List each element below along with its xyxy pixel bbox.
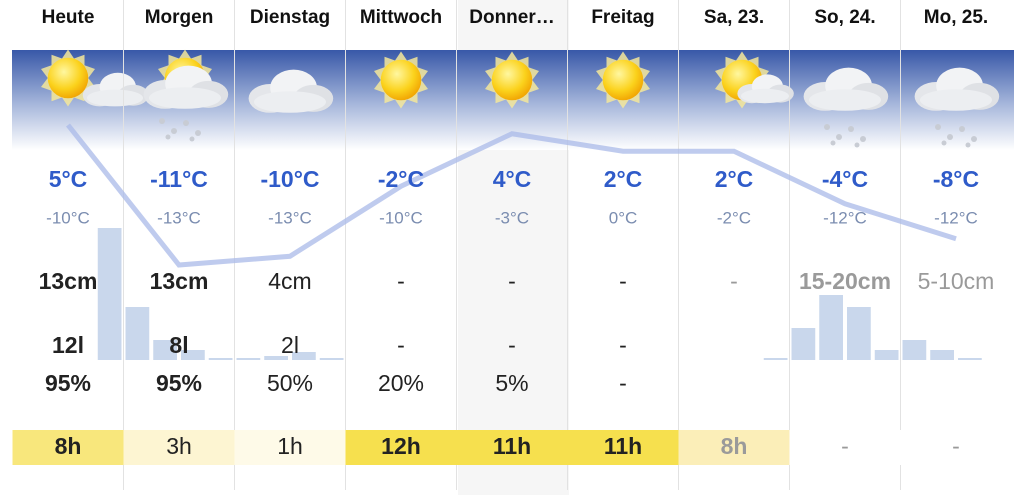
probability-label: 20% xyxy=(378,370,424,396)
max-label: 5°C xyxy=(49,166,88,192)
min-label: -3°C xyxy=(495,208,529,227)
name-label: Mittwoch xyxy=(360,7,442,28)
precip-bar xyxy=(874,350,899,360)
min-label: -13°C xyxy=(157,208,201,227)
sunshine-cell xyxy=(456,430,568,465)
max-label: 2°C xyxy=(715,166,754,192)
precip-bar xyxy=(153,340,177,360)
precip-label: - xyxy=(397,332,405,358)
precip-bar xyxy=(181,350,205,360)
probability-label: 95% xyxy=(45,370,91,396)
snow-label: 13cm xyxy=(150,268,209,294)
min-label: -10°C xyxy=(46,208,90,227)
temperature-line xyxy=(66,123,957,268)
sunshine-label: 12h xyxy=(381,433,421,459)
probability-label: - xyxy=(619,370,627,396)
precip-bar xyxy=(97,228,122,360)
min-label: 0°C xyxy=(609,208,638,227)
max-label: 2°C xyxy=(604,166,643,192)
precip-bar xyxy=(819,295,843,360)
probability-label: 95% xyxy=(156,370,202,396)
sunshine-label: 11h xyxy=(604,433,642,459)
probability-label: 50% xyxy=(267,370,313,396)
max-label: -11°C xyxy=(150,166,208,192)
column-dividers xyxy=(123,0,901,490)
snow-label: 15-20cm xyxy=(799,268,891,294)
probability-label: 5% xyxy=(495,370,528,396)
precip-bar xyxy=(847,307,871,360)
sunshine-cell xyxy=(567,430,679,465)
precip-label: - xyxy=(619,332,627,358)
snow-label: - xyxy=(619,268,627,294)
name-label: Dienstag xyxy=(250,7,330,28)
min-label: -12°C xyxy=(823,208,867,227)
name-label: Donner… xyxy=(469,7,555,28)
sunshine-cell xyxy=(789,430,901,465)
max-label: 4°C xyxy=(493,166,532,192)
precip-bar xyxy=(902,340,927,360)
precip-bar xyxy=(125,307,150,360)
sunshine-label: 8h xyxy=(721,433,748,459)
precip-bar xyxy=(319,358,344,360)
precip-bar xyxy=(763,358,788,360)
name-label: Morgen xyxy=(145,7,214,28)
sunshine-label: 1h xyxy=(277,433,303,459)
min-label: -12°C xyxy=(934,208,978,227)
precip-label: 2l xyxy=(281,332,299,358)
snow-label: 13cm xyxy=(39,268,98,294)
max-label: -10°C xyxy=(260,166,319,192)
precip-label: 8l xyxy=(169,332,188,358)
precip-bar xyxy=(292,352,316,360)
max-label: -4°C xyxy=(822,166,868,192)
snow-label: - xyxy=(730,268,738,294)
sunshine-cell xyxy=(345,430,457,465)
sunshine-cell xyxy=(234,430,346,465)
sunshine-label: - xyxy=(841,433,849,459)
name-label: Heute xyxy=(42,7,95,28)
precip-bar xyxy=(930,350,954,360)
sunshine-label: - xyxy=(952,433,960,459)
precip-label: 12l xyxy=(52,332,84,358)
min-label: -2°C xyxy=(717,208,751,227)
sunshine-label: 11h xyxy=(493,433,531,459)
precip-bar xyxy=(791,328,816,360)
name-label: Mo, 25. xyxy=(924,7,988,28)
sunshine-label: 3h xyxy=(166,433,192,459)
precip-bar xyxy=(236,358,261,360)
sunshine-label: 8h xyxy=(55,433,82,459)
name-label: Sa, 23. xyxy=(704,7,764,28)
name-label: Freitag xyxy=(591,7,654,28)
snow-label: 4cm xyxy=(268,268,311,294)
sunshine-cell xyxy=(123,430,235,465)
snow-label: - xyxy=(508,268,516,294)
sunshine-cell xyxy=(678,430,790,465)
min-label: -10°C xyxy=(379,208,423,227)
min-label: -13°C xyxy=(268,208,312,227)
sunshine-cell xyxy=(12,430,124,465)
snow-label: 5-10cm xyxy=(918,268,995,294)
max-label: -2°C xyxy=(378,166,424,192)
snow-label: - xyxy=(397,268,405,294)
precip-bar xyxy=(264,356,288,360)
sunshine-cell xyxy=(900,430,1012,465)
precip-bar xyxy=(208,358,233,360)
name-label: So, 24. xyxy=(814,7,875,28)
max-label: -8°C xyxy=(933,166,979,192)
precip-label: - xyxy=(508,332,516,358)
precip-bar xyxy=(958,358,982,360)
